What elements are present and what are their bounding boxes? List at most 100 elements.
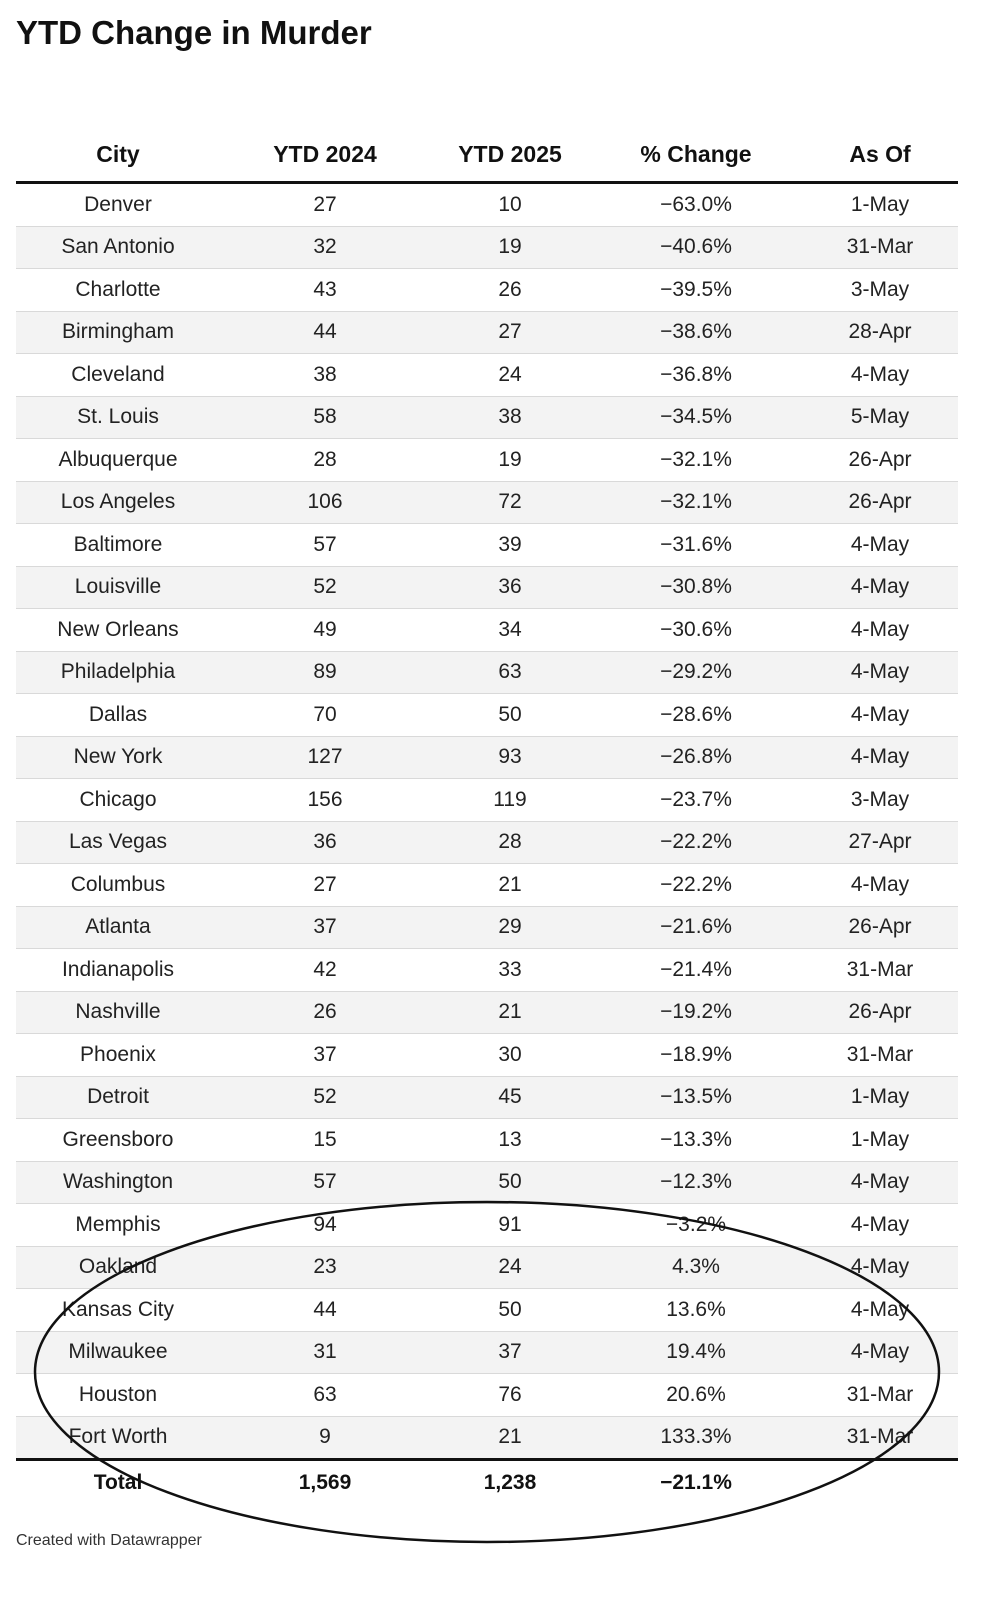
cell-city: Louisville [16, 566, 220, 609]
cell-ytd-2025: 45 [430, 1076, 590, 1119]
table-row: Albuquerque 28 19 −32.1% 26-Apr [16, 438, 958, 482]
table-row: Phoenix 37 30 −18.9% 31-Mar [16, 1033, 958, 1077]
table-row: Louisville 52 36 −30.8% 4-May [16, 566, 958, 609]
cell-as-of: 4-May [802, 651, 958, 694]
cell-as-of: 26-Apr [802, 481, 958, 524]
cell-pct-change: 133.3% [590, 1416, 802, 1461]
cell-pct-change: −13.5% [590, 1076, 802, 1119]
cell-as-of: 4-May [802, 1246, 958, 1289]
cell-pct-change: −21.4% [590, 948, 802, 992]
cell-as-of: 31-Mar [802, 1033, 958, 1077]
cell-ytd-2024: 49 [220, 608, 430, 652]
cell-city: Philadelphia [16, 651, 220, 694]
cell-city: San Antonio [16, 226, 220, 269]
cell-as-of: 4-May [802, 1161, 958, 1204]
cell-pct-change: −23.7% [590, 778, 802, 822]
cell-ytd-2025: 91 [430, 1203, 590, 1247]
cell-as-of: 4-May [802, 566, 958, 609]
table-row: Cleveland 38 24 −36.8% 4-May [16, 353, 958, 397]
cell-city: Oakland [16, 1246, 220, 1289]
table-row: Nashville 26 21 −19.2% 26-Apr [16, 991, 958, 1034]
cell-as-of: 4-May [802, 353, 958, 397]
cell-ytd-2025: 19 [430, 438, 590, 482]
column-header-ytd-2024[interactable]: YTD 2024 [220, 128, 430, 184]
cell-ytd-2025: 24 [430, 353, 590, 397]
cell-pct-change: −26.8% [590, 736, 802, 779]
cell-ytd-2024: 44 [220, 311, 430, 354]
cell-ytd-2025: 50 [430, 1161, 590, 1204]
cell-pct-change: −21.6% [590, 906, 802, 949]
cell-pct-change: −32.1% [590, 481, 802, 524]
cell-as-of: 4-May [802, 1203, 958, 1247]
cell-ytd-2024: 42 [220, 948, 430, 992]
page-title: YTD Change in Murder [16, 14, 372, 51]
cell-as-of: 26-Apr [802, 991, 958, 1034]
cell-as-of: 4-May [802, 863, 958, 907]
column-header-as-of[interactable]: As Of [802, 128, 958, 184]
table-row: St. Louis 58 38 −34.5% 5-May [16, 396, 958, 439]
cell-pct-change: −29.2% [590, 651, 802, 694]
cell-pct-change: 4.3% [590, 1246, 802, 1289]
cell-ytd-2024: 31 [220, 1331, 430, 1374]
cell-ytd-2024: 36 [220, 821, 430, 864]
cell-city: Greensboro [16, 1118, 220, 1162]
cell-as-of: 4-May [802, 523, 958, 567]
column-header-ytd-2025[interactable]: YTD 2025 [430, 128, 590, 184]
cell-as-of: 1-May [802, 1118, 958, 1162]
table-row: Las Vegas 36 28 −22.2% 27-Apr [16, 821, 958, 864]
table-row: Los Angeles 106 72 −32.1% 26-Apr [16, 481, 958, 524]
cell-city: St. Louis [16, 396, 220, 439]
cell-pct-change: 13.6% [590, 1288, 802, 1332]
cell-pct-change: −30.6% [590, 608, 802, 652]
cell-ytd-2025: 33 [430, 948, 590, 992]
cell-city: Chicago [16, 778, 220, 822]
cell-as-of: 27-Apr [802, 821, 958, 864]
cell-pct-change: −38.6% [590, 311, 802, 354]
cell-as-of: 31-Mar [802, 226, 958, 269]
cell-as-of: 1-May [802, 182, 958, 227]
cell-ytd-2025: 37 [430, 1331, 590, 1374]
cell-as-of: 31-Mar [802, 1373, 958, 1417]
cell-ytd-2024: 37 [220, 1033, 430, 1077]
cell-ytd-2024: 28 [220, 438, 430, 482]
cell-ytd-2024: 58 [220, 396, 430, 439]
table-row: Memphis 94 91 −3.2% 4-May [16, 1203, 958, 1247]
cell-city: Washington [16, 1161, 220, 1204]
cell-as-of: 4-May [802, 608, 958, 652]
table-row: Washington 57 50 −12.3% 4-May [16, 1161, 958, 1204]
cell-ytd-2024: 44 [220, 1288, 430, 1332]
total-row: Total 1,569 1,238 −21.1% [16, 1460, 958, 1506]
cell-as-of: 4-May [802, 1288, 958, 1332]
cell-ytd-2024: 43 [220, 268, 430, 312]
cell-pct-change: 20.6% [590, 1373, 802, 1417]
cell-pct-change: −32.1% [590, 438, 802, 482]
cell-ytd-2024: 27 [220, 863, 430, 907]
cell-city: Phoenix [16, 1033, 220, 1077]
cell-pct-change: −63.0% [590, 182, 802, 227]
cell-as-of: 3-May [802, 268, 958, 312]
column-header-pct-change[interactable]: % Change [590, 128, 802, 184]
cell-pct-change: −34.5% [590, 396, 802, 439]
table-row: San Antonio 32 19 −40.6% 31-Mar [16, 226, 958, 269]
cell-ytd-2024: 57 [220, 523, 430, 567]
cell-ytd-2024: 70 [220, 693, 430, 737]
cell-pct-change: −3.2% [590, 1203, 802, 1247]
cell-as-of: 4-May [802, 1331, 958, 1374]
cell-ytd-2024: 38 [220, 353, 430, 397]
cell-as-of: 26-Apr [802, 906, 958, 949]
cell-ytd-2024: 63 [220, 1373, 430, 1417]
cell-pct-change: −22.2% [590, 863, 802, 907]
cell-ytd-2024: 127 [220, 736, 430, 779]
total-label: Total [93, 1471, 143, 1494]
cell-ytd-2024: 23 [220, 1246, 430, 1289]
cell-ytd-2025: 63 [430, 651, 590, 694]
cell-ytd-2025: 50 [430, 693, 590, 737]
cell-city: Kansas City [16, 1288, 220, 1332]
total-pct-change: −21.1% [660, 1471, 732, 1494]
table-row: Houston 63 76 20.6% 31-Mar [16, 1373, 958, 1417]
cell-pct-change: −36.8% [590, 353, 802, 397]
cell-ytd-2025: 26 [430, 268, 590, 312]
cell-city: Milwaukee [16, 1331, 220, 1374]
cell-as-of: 31-Mar [802, 1416, 958, 1461]
column-header-city[interactable]: City [16, 128, 220, 184]
